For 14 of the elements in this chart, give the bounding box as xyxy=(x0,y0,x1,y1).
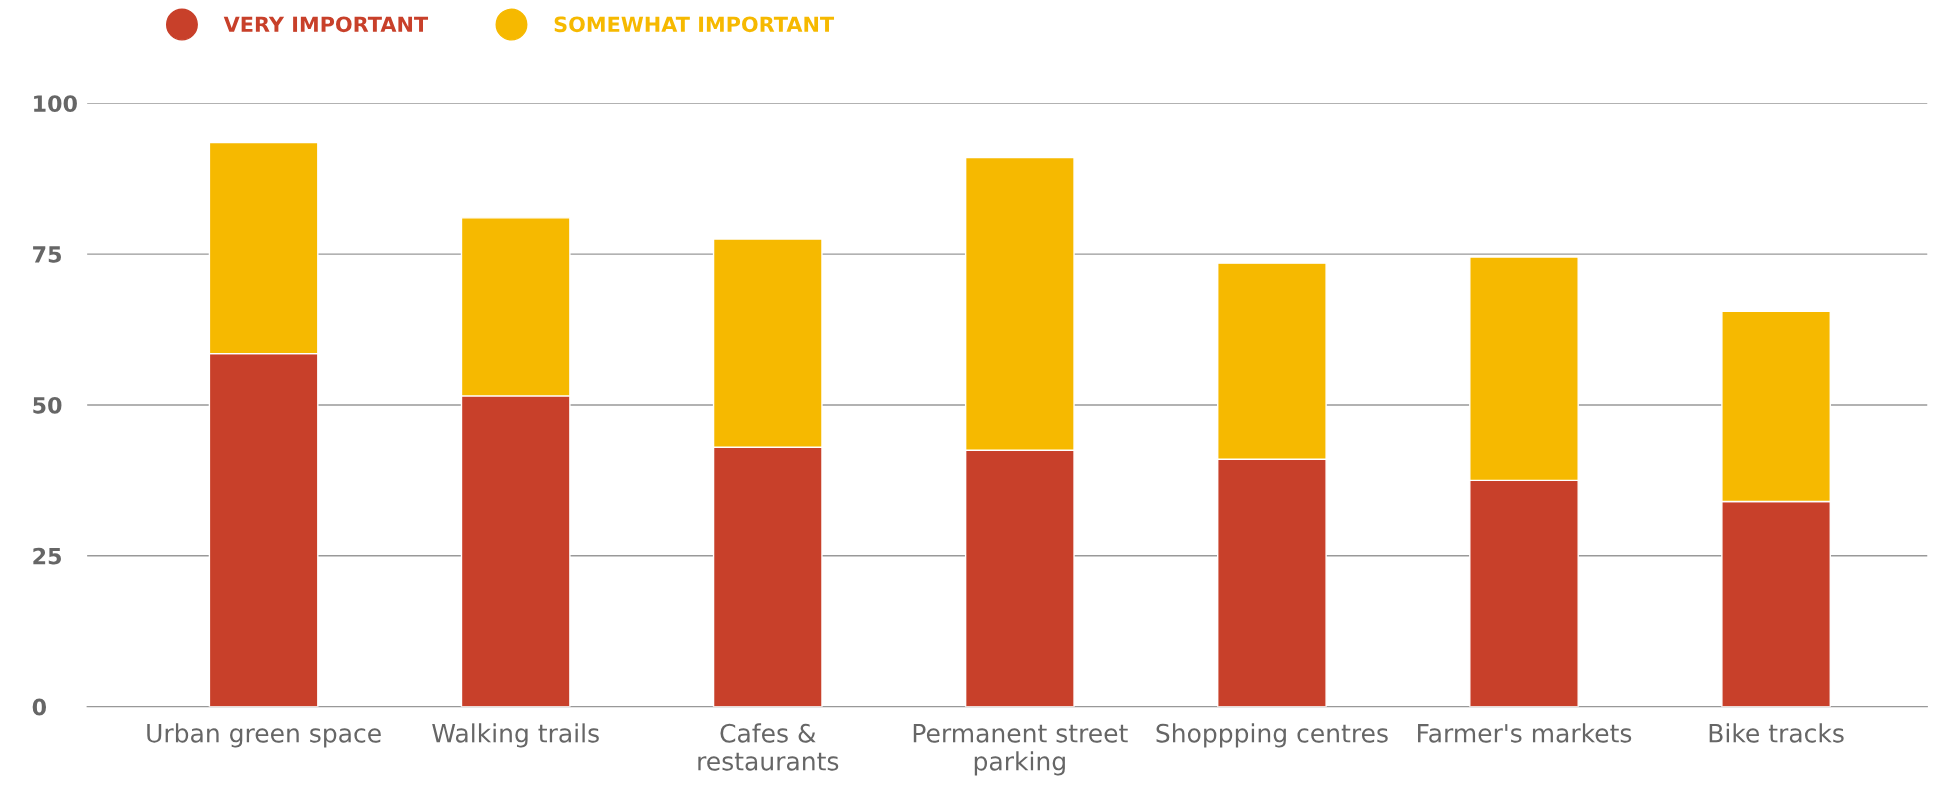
y-tick-label: 0 xyxy=(32,698,47,716)
x-tick-label: Urban green space xyxy=(147,723,381,748)
y-tick-label: 25 xyxy=(33,547,61,565)
legend-label: VERY IMPORTANT xyxy=(223,16,429,33)
y-tick-label: 75 xyxy=(33,246,61,263)
y-tick-label: 50 xyxy=(33,396,62,414)
x-tick-label: Walking trails xyxy=(432,723,599,748)
x-tick-label: Shoppping centres xyxy=(1156,723,1388,748)
x-tick-label: Cafes & restaurants xyxy=(698,723,839,771)
x-tick-label: Farmer's markets xyxy=(1418,723,1632,743)
legend-label: SOMEWHAT IMPORTANT xyxy=(554,16,835,33)
x-tick-label: Bike tracks xyxy=(1709,723,1844,743)
x-tick-label: Permanent street parking xyxy=(913,724,1128,776)
y-tick-label: 100 xyxy=(34,95,77,112)
